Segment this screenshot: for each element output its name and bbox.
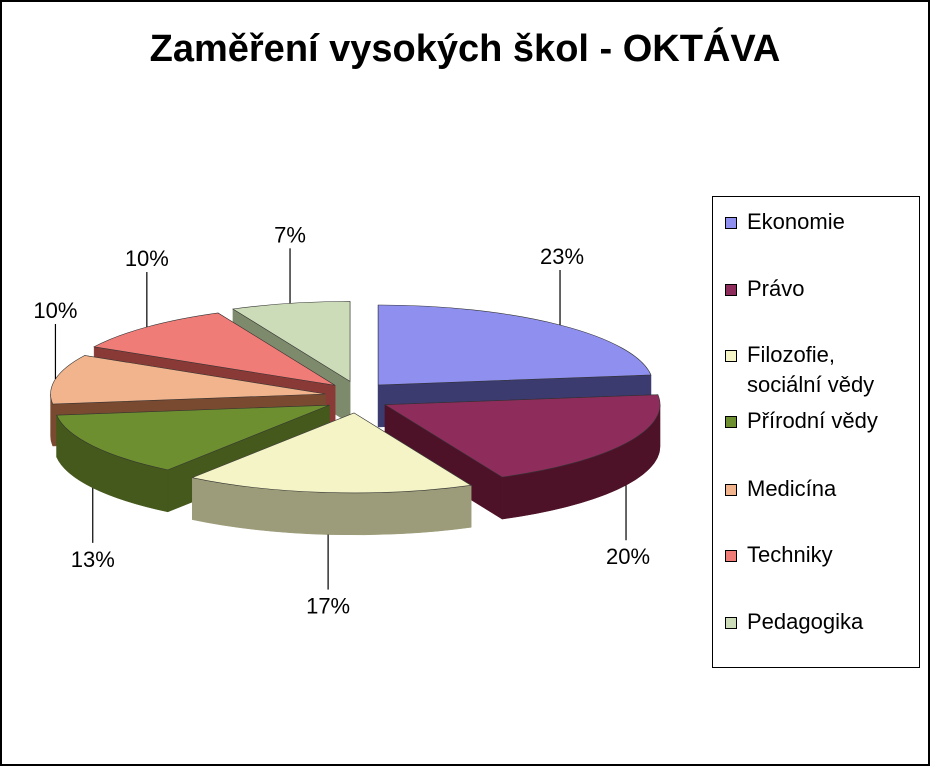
legend-swatch-4 xyxy=(725,484,737,496)
legend-label-5-0: Techniky xyxy=(747,542,833,567)
legend-swatch-0 xyxy=(725,217,737,229)
chart-title: Zaměření vysokých škol - OKTÁVA xyxy=(149,28,781,70)
legend-swatch-6 xyxy=(725,617,737,629)
pct-label-3: 13% xyxy=(71,547,115,572)
legend-label-6-0: Pedagogika xyxy=(747,609,864,634)
legend-swatch-5 xyxy=(725,550,737,562)
legend-label-2-0: Filozofie, xyxy=(747,342,836,367)
pct-label-4: 10% xyxy=(33,298,77,323)
legend-label-1-0: Právo xyxy=(747,276,805,301)
pie-slice-1 xyxy=(384,394,661,520)
legend-label-0-0: Ekonomie xyxy=(747,209,845,234)
pie-slice-2 xyxy=(191,412,472,536)
pct-label-0: 23% xyxy=(540,244,584,269)
legend-label-3-0: Přírodní vědy xyxy=(747,408,878,433)
legend-label-4-0: Medicína xyxy=(747,476,837,501)
pct-label-1: 20% xyxy=(606,544,650,569)
legend: Ekonomie Právo Filozofie, sociální vědy Přír… xyxy=(712,196,920,668)
legend-swatch-2 xyxy=(725,350,737,362)
legend-label-2-1: sociální vědy xyxy=(747,372,875,397)
pct-label-2: 17% xyxy=(306,594,350,619)
legend-swatch-1 xyxy=(725,284,737,296)
pct-label-6: 7% xyxy=(274,222,306,247)
legend-swatch-3 xyxy=(725,416,737,428)
pie-chart: 23% 20% 17% 13% 10% 10% 7% xyxy=(33,222,661,619)
pct-label-5: 10% xyxy=(125,246,169,271)
